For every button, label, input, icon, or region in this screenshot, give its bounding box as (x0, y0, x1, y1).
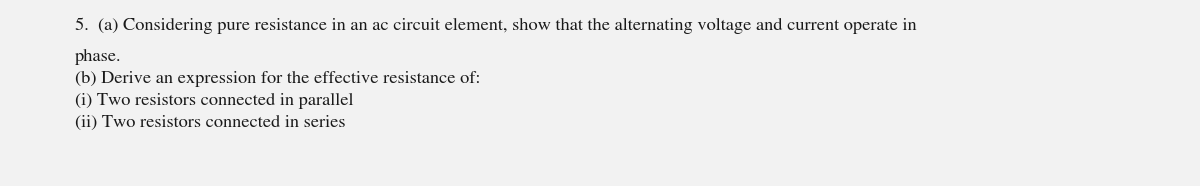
Text: (i) Two resistors connected in parallel: (i) Two resistors connected in parallel (74, 93, 354, 109)
Text: (b) Derive an expression for the effective resistance of:: (b) Derive an expression for the effecti… (74, 71, 480, 87)
Text: (ii) Two resistors connected in series: (ii) Two resistors connected in series (74, 115, 346, 131)
Text: phase.: phase. (74, 49, 121, 65)
Text: 5.  (a) Considering pure resistance in an ac circuit element, show that the alte: 5. (a) Considering pure resistance in an… (74, 18, 917, 34)
